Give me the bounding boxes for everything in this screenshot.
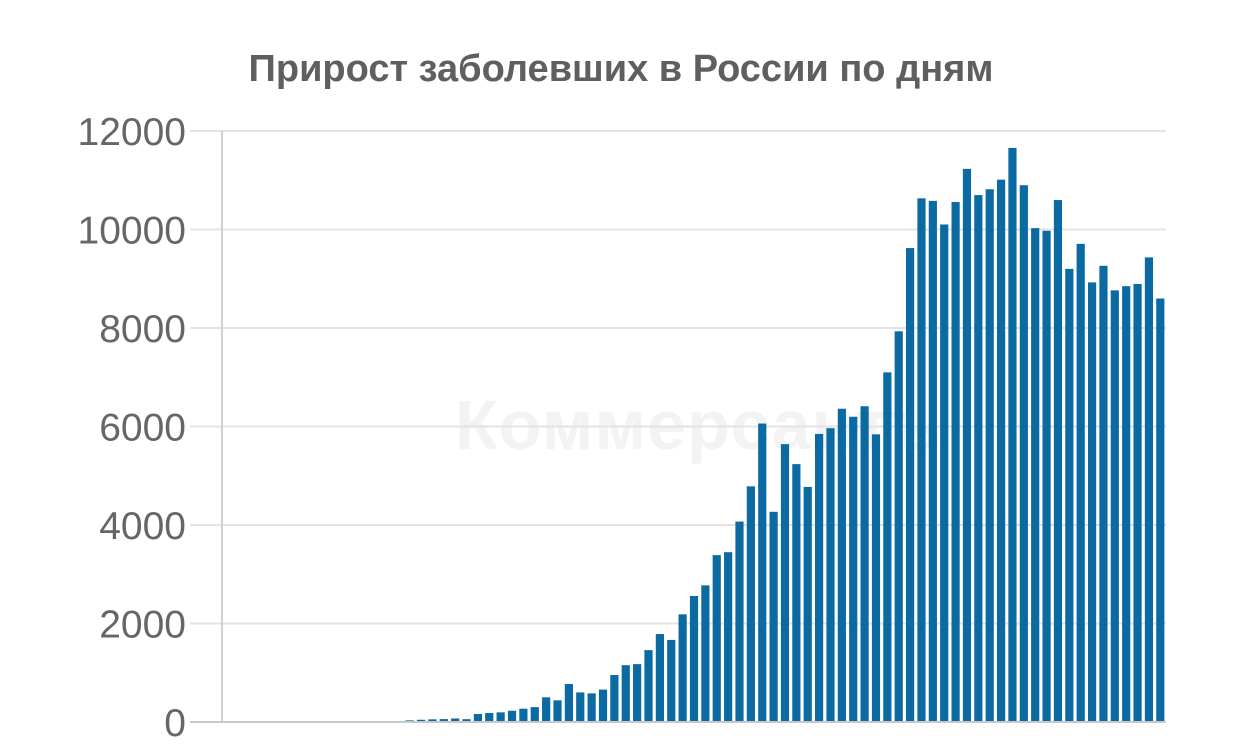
bar: [633, 664, 642, 722]
bar: [678, 614, 687, 722]
bar: [1087, 282, 1097, 722]
bar: [1031, 228, 1040, 722]
bar: [473, 713, 482, 722]
bar: [940, 224, 949, 723]
bar: [894, 331, 903, 722]
bar: [746, 486, 755, 722]
y-tick-label: 2000: [99, 604, 186, 647]
bar: [462, 719, 471, 722]
bar: [712, 555, 721, 722]
bar: [769, 511, 778, 722]
bar: [644, 650, 653, 722]
bar: [598, 689, 608, 722]
bar: [496, 712, 505, 722]
bar: [553, 700, 562, 722]
watermark-logo: Коммерсантъ: [455, 386, 943, 464]
bar: [860, 406, 869, 722]
bar: [985, 189, 994, 722]
bar: [416, 719, 426, 722]
y-axis-tick-labels: 0 2000 4000 6000 8000 10000 12000: [78, 111, 186, 745]
bar: [826, 428, 835, 722]
bar: [542, 697, 551, 722]
bar: [428, 719, 437, 722]
bar: [1110, 290, 1119, 722]
gridlines: [190, 130, 1166, 723]
bar: [701, 585, 710, 722]
bar: [792, 464, 801, 722]
y-tick-label: 12000: [78, 111, 186, 154]
bar: [667, 639, 676, 722]
bar: [451, 718, 460, 722]
bar: [1122, 286, 1131, 722]
bar: [519, 708, 528, 722]
bar: [780, 444, 790, 722]
bar: [655, 634, 664, 722]
bar: [803, 486, 812, 722]
bar: [996, 179, 1006, 722]
bar: [1076, 243, 1085, 722]
y-tick-label: 6000: [99, 407, 186, 450]
bar: [906, 248, 915, 722]
y-tick-label: 10000: [78, 210, 186, 253]
bar: [871, 434, 881, 722]
bar: [849, 416, 858, 722]
bar: [485, 713, 494, 722]
bar: [951, 201, 960, 723]
bar: [928, 200, 937, 722]
bar: [507, 710, 517, 722]
bar: [1008, 147, 1017, 722]
bar: [883, 372, 892, 722]
bar: [815, 433, 824, 722]
bar: [576, 692, 585, 722]
y-tick-label: 0: [164, 702, 186, 745]
bar: [962, 168, 972, 722]
bar: [1144, 257, 1154, 722]
bars: [257, 147, 1165, 723]
bar: [439, 719, 448, 722]
bar: [1156, 298, 1165, 722]
bar: [1133, 283, 1142, 722]
bar: [1065, 268, 1074, 722]
bar: [610, 675, 619, 722]
bar: [621, 665, 630, 722]
bar: [587, 693, 596, 722]
bar: [530, 707, 539, 722]
bar: [1053, 200, 1063, 723]
bar: [1019, 185, 1028, 723]
y-tick-label: 8000: [99, 308, 186, 351]
bar: [974, 195, 983, 722]
bar: [735, 521, 744, 722]
bar: [689, 596, 699, 722]
bar: [724, 552, 733, 722]
bar: [758, 423, 767, 722]
bar: [917, 198, 926, 722]
bar: [564, 684, 573, 722]
y-tick-label: 4000: [99, 505, 186, 548]
bar: [837, 408, 846, 722]
chart-title: Прирост заболевших в России по дням: [248, 48, 994, 90]
bar: [1042, 230, 1051, 722]
bar: [1099, 265, 1108, 722]
